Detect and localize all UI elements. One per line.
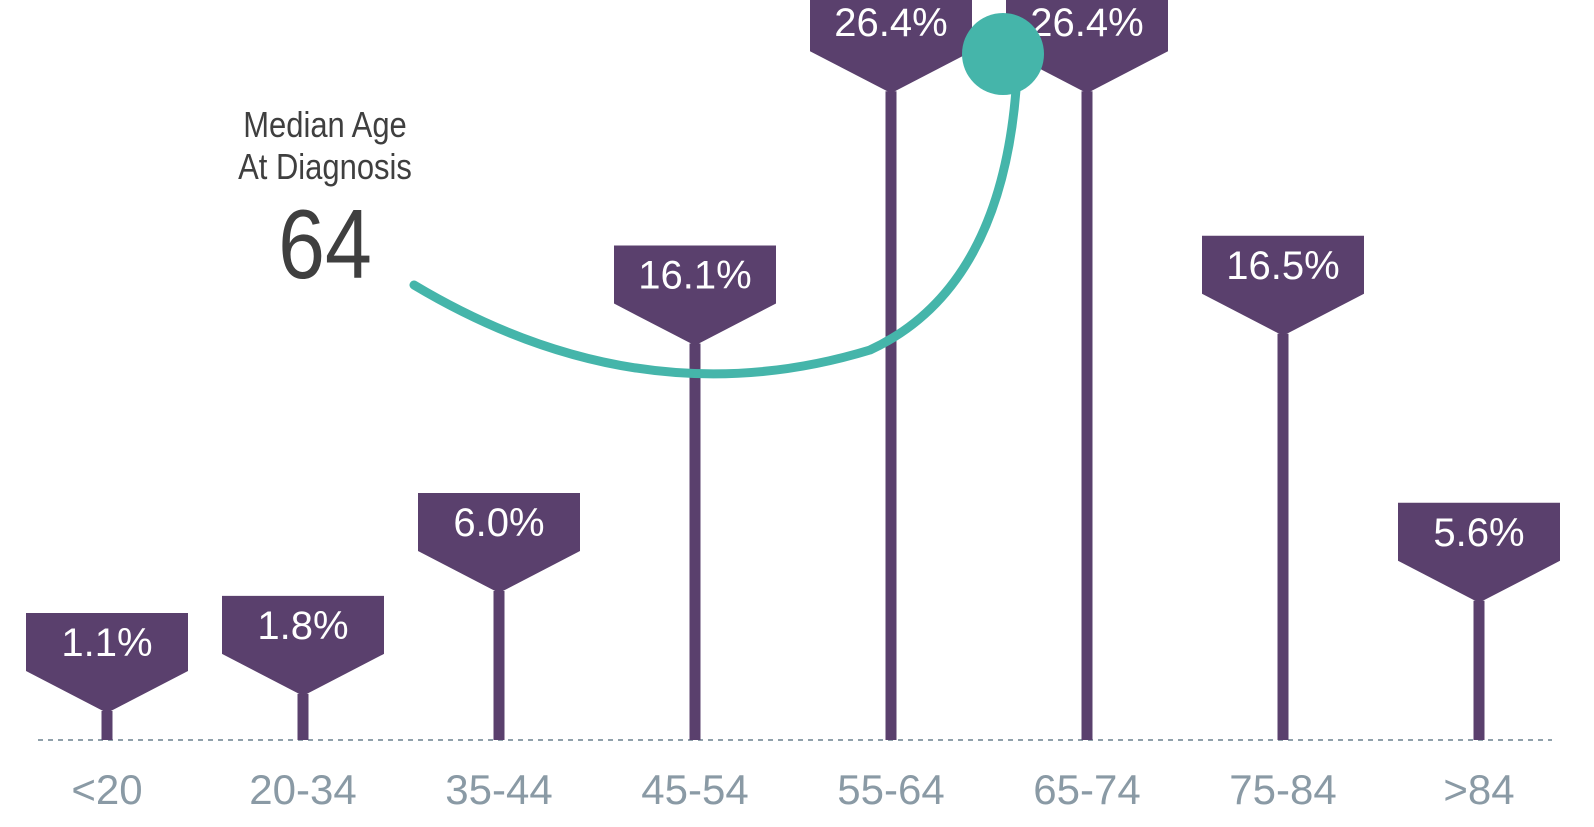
marker-pin bbox=[1398, 502, 1560, 603]
chart-markers: 1.1% 1.8% 6.0% 16.1% 26.4% 26.4% 16.5% 5.6% bbox=[26, 0, 1560, 740]
marker-pin bbox=[26, 613, 188, 714]
x-axis-labels: <20 20-34 35-44 45-54 55-64 65-74 75-84 >84 bbox=[71, 766, 1514, 813]
marker-pin bbox=[810, 0, 972, 94]
value-label: 26.4% bbox=[1030, 1, 1143, 45]
x-axis-tick-label: 65-74 bbox=[1033, 766, 1140, 813]
median-annotation bbox=[409, 13, 1044, 379]
value-label: 26.4% bbox=[834, 1, 947, 45]
marker-pin bbox=[418, 493, 580, 593]
marker-pin bbox=[614, 245, 776, 346]
median-age-value: 64 bbox=[278, 189, 372, 299]
value-label: 1.8% bbox=[257, 604, 348, 648]
median-label-line1: Median Age bbox=[243, 104, 407, 145]
value-label: 1.1% bbox=[61, 621, 152, 665]
marker-pin bbox=[1202, 235, 1364, 336]
x-axis-tick-label: 20-34 bbox=[249, 766, 356, 813]
x-axis-tick-label: >84 bbox=[1443, 766, 1514, 813]
value-label: 16.5% bbox=[1226, 244, 1339, 288]
median-age-callout: Median Age At Diagnosis 64 bbox=[180, 104, 470, 294]
value-label: 6.0% bbox=[453, 501, 544, 545]
x-axis-tick-label: 55-64 bbox=[837, 766, 944, 813]
marker-pin bbox=[222, 595, 384, 696]
value-label: 16.1% bbox=[638, 254, 751, 298]
x-axis-tick-label: 75-84 bbox=[1229, 766, 1336, 813]
median-marker-dot bbox=[962, 13, 1044, 95]
x-axis-tick-label: 35-44 bbox=[445, 766, 552, 813]
median-label-line2: At Diagnosis bbox=[238, 146, 412, 187]
x-axis-tick-label: <20 bbox=[71, 766, 142, 813]
x-axis-tick-label: 45-54 bbox=[641, 766, 748, 813]
marker-pin bbox=[1006, 0, 1168, 94]
median-connector-curve bbox=[409, 85, 1021, 379]
value-label: 5.6% bbox=[1433, 511, 1524, 555]
